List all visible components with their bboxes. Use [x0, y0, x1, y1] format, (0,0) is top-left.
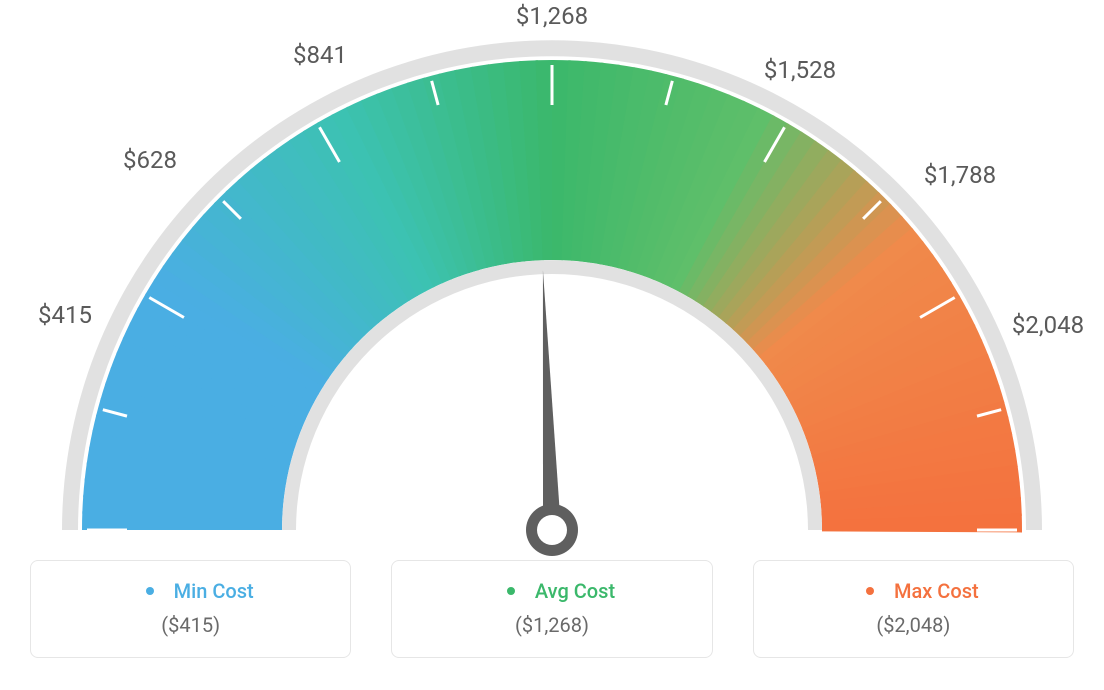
- legend-title-text: Min Cost: [174, 579, 254, 603]
- legend-title-text: Max Cost: [894, 579, 979, 603]
- legend-title-text: Avg Cost: [535, 579, 615, 603]
- tick-label: $628: [123, 146, 177, 174]
- legend-value: ($415): [41, 613, 340, 637]
- legend-card: Avg Cost ($1,268): [391, 560, 712, 658]
- cost-gauge-container: $415 $628 $841 $1,268 $1,528 $1,788 $2,048 Min…: [0, 0, 1104, 690]
- needle: [543, 270, 561, 530]
- legend-value: ($2,048): [764, 613, 1063, 637]
- gauge-wrapper: $415 $628 $841 $1,268 $1,528 $1,788 $2,048: [0, 0, 1104, 560]
- tick-label: $1,788: [924, 161, 996, 189]
- tick-label: $415: [38, 301, 92, 329]
- legend-title: Avg Cost: [489, 579, 615, 603]
- legend-card: Max Cost ($2,048): [753, 560, 1074, 658]
- needle-hub-inner: [537, 515, 567, 545]
- legend-title: Max Cost: [848, 579, 979, 603]
- legend-title: Min Cost: [128, 579, 254, 603]
- legend-card: Min Cost ($415): [30, 560, 351, 658]
- tick-label: $1,528: [764, 56, 836, 84]
- gauge-svg: [0, 0, 1104, 560]
- legend-dot-icon: [146, 587, 154, 595]
- legend-value: ($1,268): [402, 613, 701, 637]
- tick-label: $1,268: [516, 2, 588, 30]
- legend-dot-icon: [866, 587, 874, 595]
- legend: Min Cost ($415) Avg Cost ($1,268) Max Cost ($…: [0, 560, 1104, 658]
- tick-label: $2,048: [1012, 311, 1084, 339]
- tick-label: $841: [293, 41, 347, 69]
- legend-dot-icon: [507, 587, 515, 595]
